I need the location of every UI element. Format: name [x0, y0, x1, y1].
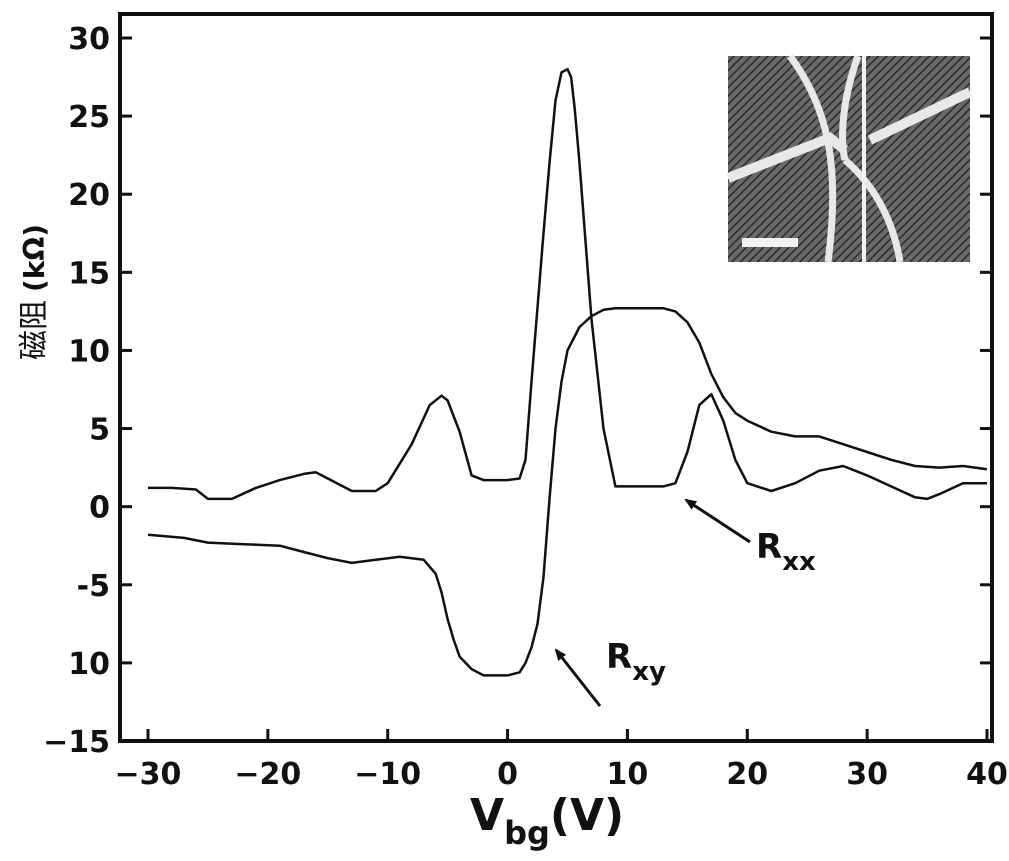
annotation-rxx: Rxx [684, 498, 816, 577]
x-tick-label: 10 [607, 757, 649, 792]
annotation-rxx-main: R [756, 527, 782, 567]
y-tick-label: 20 [68, 178, 110, 213]
x-tick-label: −10 [354, 757, 421, 792]
y-tick-label: −15 [43, 725, 110, 760]
plot-frame [118, 12, 994, 743]
x-tick-label: 40 [966, 757, 1008, 792]
x-tick-label: 20 [726, 757, 768, 792]
series-line-r-xx [148, 67, 987, 501]
y-tick-label: 10 [68, 647, 110, 682]
y-axis-ticks: 30 25 20 15 10 5 0 -5 10 −15 [43, 22, 992, 760]
y-tick-label: 5 [89, 413, 110, 448]
annotation-rxy-main: R [606, 637, 632, 677]
series-layer [147, 67, 988, 677]
y-axis-title-unit: (kΩ) [18, 224, 51, 292]
inset-micrograph [726, 53, 973, 263]
y-axis-title: 磁阻 (kΩ) [17, 224, 52, 360]
svg-text:Rxy: Rxy [606, 637, 666, 687]
annotation-rxx-sub: xx [782, 547, 816, 577]
y-tick-label: 25 [68, 100, 110, 135]
x-axis-ticks: −30 −20 −10 0 10 20 30 40 [115, 729, 1008, 792]
y-axis-title-cjk: 磁阻 [17, 300, 52, 360]
y-tick-label: 30 [68, 22, 110, 57]
y-tick-label: -5 [77, 569, 110, 604]
y-tick-label: 0 [89, 491, 110, 526]
x-tick-label: 30 [846, 757, 888, 792]
x-tick-label: −20 [234, 757, 301, 792]
x-tick-label: −30 [115, 757, 182, 792]
y-tick-label: 15 [68, 256, 110, 291]
x-axis-title: Vbg(V) [470, 790, 624, 852]
y-tick-label: 10 [68, 334, 110, 369]
annotation-rxy-sub: xy [632, 657, 666, 687]
svg-text:Rxx: Rxx [756, 527, 816, 577]
x-tick-label: 0 [497, 757, 518, 792]
annotation-rxy: Rxy [554, 637, 666, 707]
series-line-r-xy [147, 307, 988, 677]
